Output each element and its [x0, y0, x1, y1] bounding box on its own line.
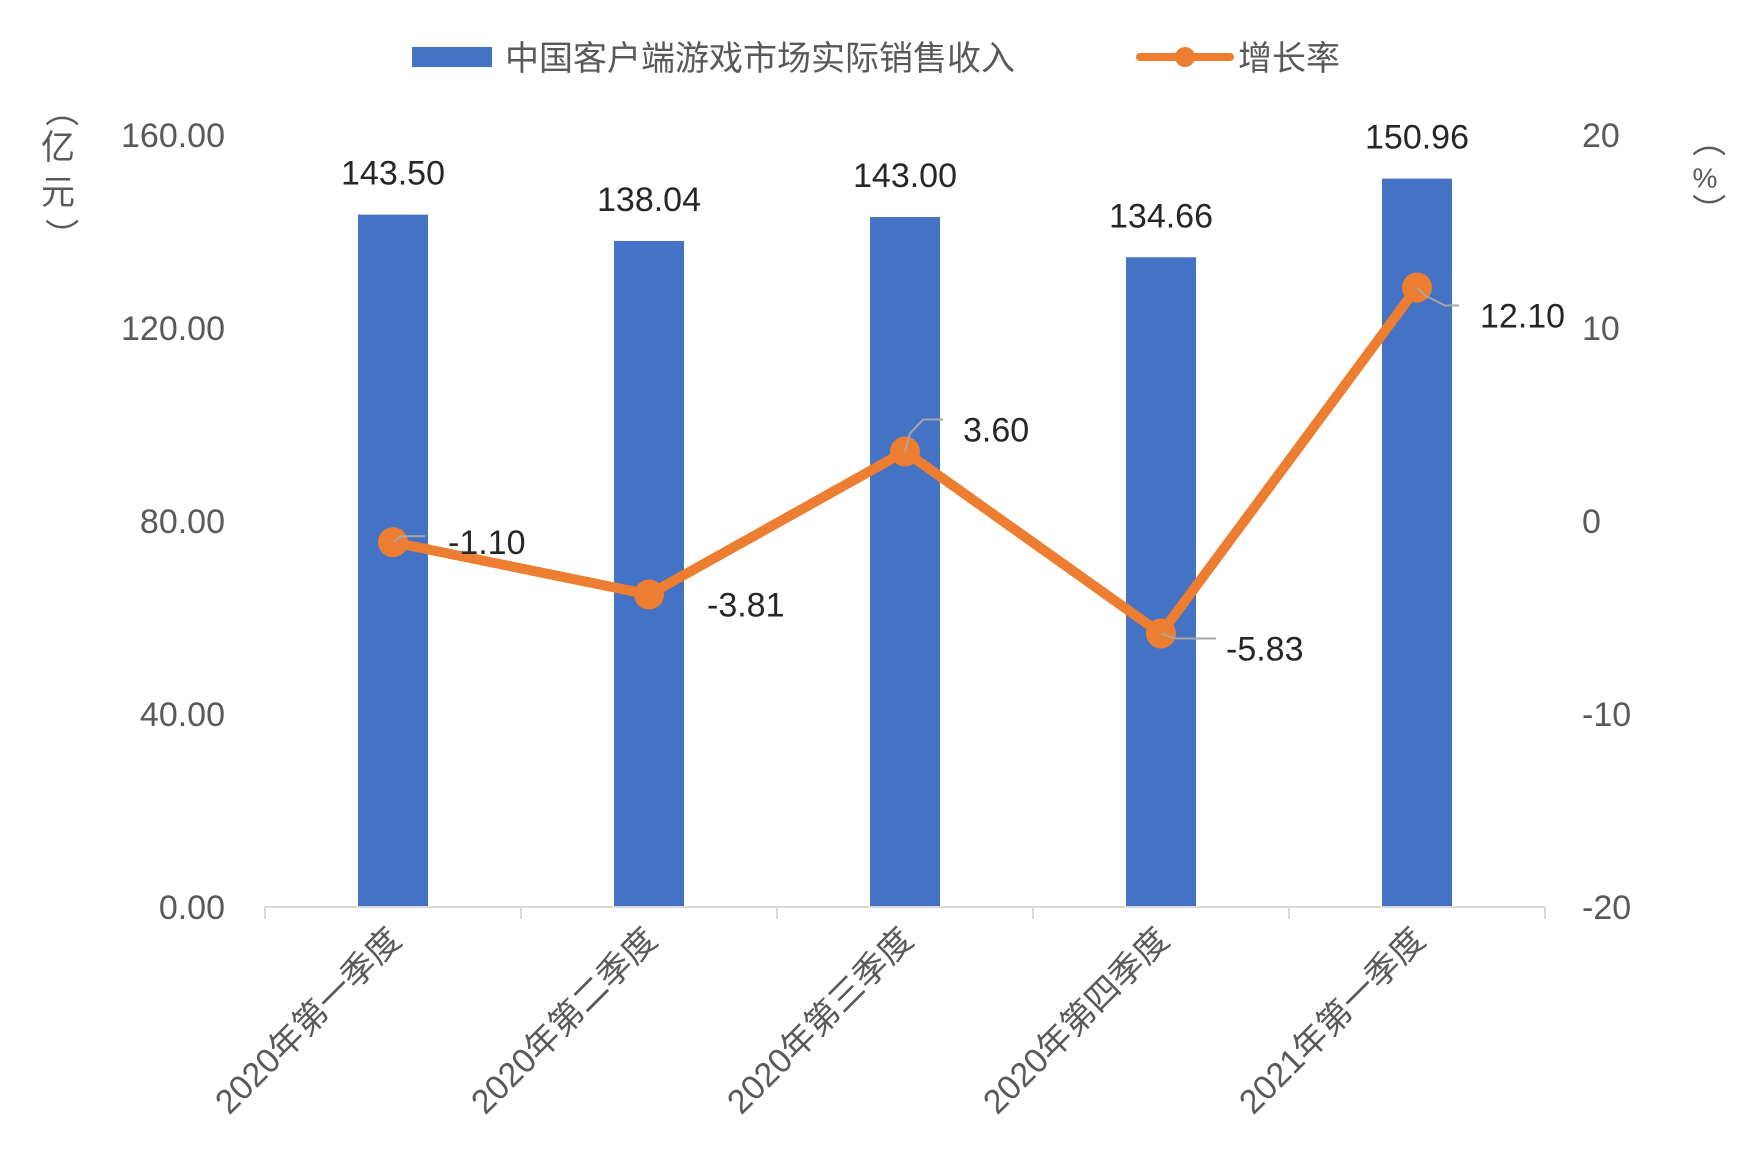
growth-point — [634, 579, 664, 610]
right-tick-label: 0 — [1582, 503, 1601, 541]
left-tick-label: 80.00 — [140, 503, 225, 541]
category-label: 2021年第一季度 — [1232, 921, 1433, 1122]
line-labels: -1.10 -3.81 3.60 -5.83 12.10 — [392, 286, 1565, 669]
growth-value-label: 3.60 — [963, 412, 1029, 450]
right-tick-label: -10 — [1582, 696, 1631, 734]
bar-value-label: 143.00 — [853, 157, 957, 195]
growth-value-label: 12.10 — [1480, 297, 1565, 335]
bars — [358, 178, 1452, 908]
left-tick-label: 160.00 — [121, 117, 225, 155]
right-axis-unit: （%） — [1688, 123, 1726, 227]
category-label: 2020年第三季度 — [720, 921, 921, 1122]
bar-value-label: 134.66 — [1109, 197, 1213, 235]
bar — [614, 240, 684, 907]
right-tick-label: 20 — [1582, 117, 1620, 155]
category-label: 2020年第一季度 — [208, 921, 409, 1122]
growth-value-label: -1.10 — [448, 524, 526, 562]
bar — [358, 214, 428, 908]
left-tick-label: 120.00 — [121, 310, 225, 348]
x-axis: 2020年第一季度 2020年第二季度 2020年第三季度 2020年第四季度 2021… — [208, 906, 1546, 1122]
right-axis-ticks: -20 -10 0 10 20 — [1582, 117, 1631, 927]
category-label: 2020年第二季度 — [464, 921, 665, 1122]
left-unit-char: 元 — [41, 174, 75, 212]
left-unit-char: （ — [41, 93, 79, 127]
left-unit-char: 亿 — [41, 129, 75, 167]
growth-value-label: -5.83 — [1226, 631, 1304, 669]
right-unit-char: ） — [1688, 193, 1726, 227]
legend: 中国客户端游戏市场实际销售收入 增长率 — [412, 40, 1340, 78]
left-axis-unit: （亿元 ） — [41, 93, 79, 252]
bar — [1126, 257, 1196, 907]
leader-line — [392, 535, 425, 544]
bar-value-label: 143.50 — [341, 155, 445, 193]
bar-value-label: 138.04 — [597, 181, 701, 219]
right-unit-char: % — [1693, 162, 1718, 193]
leader-line — [1160, 632, 1216, 640]
category-label: 2020年第四季度 — [976, 921, 1177, 1122]
growth-value-label: -3.81 — [707, 587, 785, 625]
leader-line — [904, 418, 943, 452]
left-tick-label: 40.00 — [140, 696, 225, 734]
legend-swatch-revenue — [412, 47, 492, 67]
legend-label-growth: 增长率 — [1238, 40, 1340, 78]
bar — [870, 217, 940, 907]
legend-swatch-growth-marker — [1175, 47, 1195, 67]
right-tick-label: 10 — [1582, 310, 1620, 348]
left-axis-ticks: 0.00 40.00 80.00 120.00 160.00 — [121, 117, 225, 927]
leader-line — [1416, 286, 1459, 307]
left-unit-char: ） — [41, 218, 79, 252]
left-tick-label: 0.00 — [159, 889, 225, 927]
bar-value-label: 150.96 — [1365, 119, 1469, 157]
right-tick-label: -20 — [1582, 889, 1631, 927]
bar-labels: 143.50 138.04 143.00 134.66 150.96 — [341, 119, 1469, 236]
right-unit-char: （ — [1688, 123, 1726, 157]
legend-label-revenue: 中国客户端游戏市场实际销售收入 — [505, 40, 1015, 78]
